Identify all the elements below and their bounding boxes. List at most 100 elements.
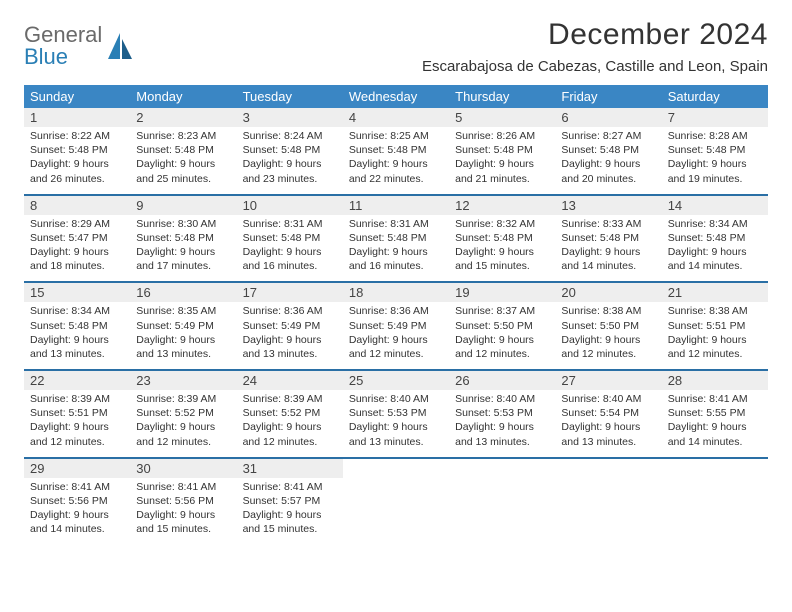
daylight-line: Daylight: 9 hours bbox=[30, 245, 124, 259]
daylight-line: and 15 minutes. bbox=[136, 522, 230, 536]
daylight-line: and 15 minutes. bbox=[455, 259, 549, 273]
sunrise-line: Sunrise: 8:25 AM bbox=[349, 129, 443, 143]
sunrise-line: Sunrise: 8:35 AM bbox=[136, 304, 230, 318]
sunrise-line: Sunrise: 8:22 AM bbox=[30, 129, 124, 143]
calendar-cell: 21Sunrise: 8:38 AMSunset: 5:51 PMDayligh… bbox=[662, 283, 768, 369]
month-title: December 2024 bbox=[422, 18, 768, 52]
daylight-line: and 12 minutes. bbox=[349, 347, 443, 361]
sunrise-line: Sunrise: 8:24 AM bbox=[243, 129, 337, 143]
sunrise-line: Sunrise: 8:34 AM bbox=[668, 217, 762, 231]
sunrise-line: Sunrise: 8:39 AM bbox=[243, 392, 337, 406]
daylight-line: Daylight: 9 hours bbox=[136, 508, 230, 522]
calendar-header-row: Sunday Monday Tuesday Wednesday Thursday… bbox=[24, 85, 768, 108]
calendar-cell: 23Sunrise: 8:39 AMSunset: 5:52 PMDayligh… bbox=[130, 371, 236, 457]
day-number: 15 bbox=[24, 283, 130, 302]
sunset-line: Sunset: 5:49 PM bbox=[349, 319, 443, 333]
daylight-line: Daylight: 9 hours bbox=[668, 157, 762, 171]
daylight-line: Daylight: 9 hours bbox=[30, 508, 124, 522]
daylight-line: Daylight: 9 hours bbox=[30, 157, 124, 171]
sunset-line: Sunset: 5:48 PM bbox=[136, 231, 230, 245]
sunrise-line: Sunrise: 8:26 AM bbox=[455, 129, 549, 143]
calendar-cell: 1Sunrise: 8:22 AMSunset: 5:48 PMDaylight… bbox=[24, 108, 130, 194]
day-number: 17 bbox=[237, 283, 343, 302]
day-number: 27 bbox=[555, 371, 661, 390]
sunrise-line: Sunrise: 8:41 AM bbox=[136, 480, 230, 494]
daylight-line: Daylight: 9 hours bbox=[136, 245, 230, 259]
sunrise-line: Sunrise: 8:28 AM bbox=[668, 129, 762, 143]
day-number: 7 bbox=[662, 108, 768, 127]
daylight-line: Daylight: 9 hours bbox=[455, 420, 549, 434]
day-header: Thursday bbox=[449, 85, 555, 108]
calendar-cell: 17Sunrise: 8:36 AMSunset: 5:49 PMDayligh… bbox=[237, 283, 343, 369]
calendar-cell: 6Sunrise: 8:27 AMSunset: 5:48 PMDaylight… bbox=[555, 108, 661, 194]
daylight-line: Daylight: 9 hours bbox=[136, 420, 230, 434]
day-number: 3 bbox=[237, 108, 343, 127]
daylight-line: and 17 minutes. bbox=[136, 259, 230, 273]
sunset-line: Sunset: 5:52 PM bbox=[243, 406, 337, 420]
daylight-line: and 13 minutes. bbox=[30, 347, 124, 361]
calendar-cell: 5Sunrise: 8:26 AMSunset: 5:48 PMDaylight… bbox=[449, 108, 555, 194]
day-header: Wednesday bbox=[343, 85, 449, 108]
sunrise-line: Sunrise: 8:29 AM bbox=[30, 217, 124, 231]
day-number: 19 bbox=[449, 283, 555, 302]
sunset-line: Sunset: 5:47 PM bbox=[30, 231, 124, 245]
daylight-line: and 25 minutes. bbox=[136, 172, 230, 186]
day-number: 14 bbox=[662, 196, 768, 215]
brand-word1: General bbox=[24, 24, 102, 46]
day-header: Monday bbox=[130, 85, 236, 108]
calendar-cell: 13Sunrise: 8:33 AMSunset: 5:48 PMDayligh… bbox=[555, 196, 661, 282]
sunset-line: Sunset: 5:52 PM bbox=[136, 406, 230, 420]
calendar-cell: 10Sunrise: 8:31 AMSunset: 5:48 PMDayligh… bbox=[237, 196, 343, 282]
calendar-week: 8Sunrise: 8:29 AMSunset: 5:47 PMDaylight… bbox=[24, 196, 768, 282]
day-number bbox=[449, 459, 555, 478]
sunset-line: Sunset: 5:48 PM bbox=[30, 143, 124, 157]
day-number: 26 bbox=[449, 371, 555, 390]
sunrise-line: Sunrise: 8:36 AM bbox=[349, 304, 443, 318]
daylight-line: and 12 minutes. bbox=[136, 435, 230, 449]
day-number: 13 bbox=[555, 196, 661, 215]
daylight-line: Daylight: 9 hours bbox=[561, 420, 655, 434]
sunset-line: Sunset: 5:48 PM bbox=[668, 143, 762, 157]
day-number: 2 bbox=[130, 108, 236, 127]
day-number: 9 bbox=[130, 196, 236, 215]
sunset-line: Sunset: 5:48 PM bbox=[349, 231, 443, 245]
daylight-line: and 23 minutes. bbox=[243, 172, 337, 186]
calendar-week: 15Sunrise: 8:34 AMSunset: 5:48 PMDayligh… bbox=[24, 283, 768, 369]
sunrise-line: Sunrise: 8:27 AM bbox=[561, 129, 655, 143]
daylight-line: and 14 minutes. bbox=[561, 259, 655, 273]
daylight-line: and 14 minutes. bbox=[668, 259, 762, 273]
daylight-line: and 16 minutes. bbox=[243, 259, 337, 273]
daylight-line: Daylight: 9 hours bbox=[349, 333, 443, 347]
sunrise-line: Sunrise: 8:38 AM bbox=[561, 304, 655, 318]
day-number: 12 bbox=[449, 196, 555, 215]
calendar-week: 22Sunrise: 8:39 AMSunset: 5:51 PMDayligh… bbox=[24, 371, 768, 457]
day-number bbox=[343, 459, 449, 478]
calendar-cell: 9Sunrise: 8:30 AMSunset: 5:48 PMDaylight… bbox=[130, 196, 236, 282]
sunrise-line: Sunrise: 8:36 AM bbox=[243, 304, 337, 318]
calendar-cell: 8Sunrise: 8:29 AMSunset: 5:47 PMDaylight… bbox=[24, 196, 130, 282]
sunrise-line: Sunrise: 8:31 AM bbox=[349, 217, 443, 231]
daylight-line: and 13 minutes. bbox=[349, 435, 443, 449]
day-number: 24 bbox=[237, 371, 343, 390]
sunset-line: Sunset: 5:48 PM bbox=[455, 231, 549, 245]
calendar-week: 29Sunrise: 8:41 AMSunset: 5:56 PMDayligh… bbox=[24, 459, 768, 545]
sunset-line: Sunset: 5:56 PM bbox=[30, 494, 124, 508]
sunset-line: Sunset: 5:48 PM bbox=[30, 319, 124, 333]
sunrise-line: Sunrise: 8:37 AM bbox=[455, 304, 549, 318]
calendar-week: 1Sunrise: 8:22 AMSunset: 5:48 PMDaylight… bbox=[24, 108, 768, 194]
calendar-cell: 20Sunrise: 8:38 AMSunset: 5:50 PMDayligh… bbox=[555, 283, 661, 369]
day-number: 25 bbox=[343, 371, 449, 390]
day-number: 20 bbox=[555, 283, 661, 302]
sunset-line: Sunset: 5:48 PM bbox=[455, 143, 549, 157]
daylight-line: Daylight: 9 hours bbox=[243, 245, 337, 259]
daylight-line: and 13 minutes. bbox=[136, 347, 230, 361]
calendar: Sunday Monday Tuesday Wednesday Thursday… bbox=[24, 85, 768, 544]
sunrise-line: Sunrise: 8:23 AM bbox=[136, 129, 230, 143]
day-header: Friday bbox=[555, 85, 661, 108]
sunrise-line: Sunrise: 8:38 AM bbox=[668, 304, 762, 318]
sunset-line: Sunset: 5:49 PM bbox=[136, 319, 230, 333]
day-number: 6 bbox=[555, 108, 661, 127]
sunrise-line: Sunrise: 8:41 AM bbox=[30, 480, 124, 494]
daylight-line: Daylight: 9 hours bbox=[455, 245, 549, 259]
daylight-line: Daylight: 9 hours bbox=[30, 333, 124, 347]
